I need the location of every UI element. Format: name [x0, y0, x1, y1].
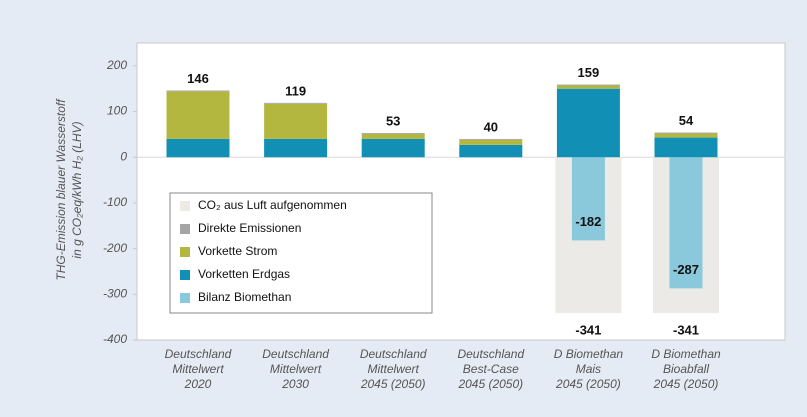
- total-label: 40: [484, 119, 498, 134]
- y-tick-label: 100: [107, 104, 127, 118]
- bar-segment: [361, 133, 425, 139]
- y-axis-label: THG-Emission blauer Wasserstoff: [54, 98, 68, 281]
- x-tick-label: Mittelwert: [172, 362, 224, 376]
- value-label: -182: [575, 214, 601, 229]
- legend-label: CO₂ aus Luft aufgenommen: [198, 198, 347, 212]
- legend-label: Vorkette Strom: [198, 244, 277, 258]
- bar-segment: [264, 102, 328, 104]
- y-tick-label: -200: [103, 241, 127, 255]
- legend-label: Vorketten Erdgas: [198, 267, 290, 281]
- legend-box: [169, 192, 433, 314]
- x-tick-label: Mittelwert: [270, 362, 322, 376]
- y-tick-label: -400: [103, 332, 127, 346]
- bar-segment: [654, 137, 718, 158]
- bar-segment: [166, 138, 230, 158]
- x-tick-label: Deutschland: [360, 347, 427, 361]
- bar-segment: [556, 85, 620, 89]
- bar-segment: [264, 103, 328, 139]
- legend: CO₂ aus Luft aufgenommen Direkte Emission…: [169, 192, 433, 314]
- bar-segment: [361, 133, 425, 134]
- total-label: 119: [285, 83, 306, 98]
- x-tick-label: 2045 (2050): [457, 377, 523, 391]
- value-label: -341: [575, 322, 601, 337]
- x-tick-label: Mittelwert: [368, 362, 420, 376]
- legend-swatch: [180, 293, 190, 303]
- bar-segment: [669, 157, 703, 289]
- x-tick-label: Deutschland: [262, 347, 329, 361]
- value-label: -341: [673, 322, 699, 337]
- bar-segment: [556, 88, 620, 158]
- bar-segment: [459, 138, 523, 140]
- x-tick-label: Deutschland: [165, 347, 232, 361]
- legend-swatch: [180, 201, 190, 211]
- x-tick-label: 2045 (2050): [653, 377, 719, 391]
- y-axis-label: in g CO₂eq/kWh H₂ (LHV): [70, 121, 84, 258]
- x-tick-label: Best-Case: [463, 362, 519, 376]
- total-label: 159: [578, 65, 600, 80]
- x-tick-label: 2030: [281, 377, 309, 391]
- total-label: 54: [679, 113, 694, 128]
- x-tick-label: Deutschland: [457, 347, 524, 361]
- x-tick-label: D Biomethan: [554, 347, 624, 361]
- value-label: -287: [673, 262, 699, 277]
- bar-segment: [361, 138, 425, 158]
- bar-segment: [654, 133, 718, 138]
- legend-swatch: [180, 247, 190, 257]
- bar-segment: [556, 84, 620, 86]
- bar-segment: [654, 132, 718, 134]
- legend-swatch: [180, 224, 190, 234]
- x-tick-label: D Biomethan: [651, 347, 721, 361]
- legend-label: Bilanz Biomethan: [198, 290, 291, 304]
- legend-swatch: [180, 270, 190, 280]
- bar-segment: [459, 144, 523, 158]
- bar-segment: [571, 157, 605, 241]
- y-tick-label: 200: [106, 58, 127, 72]
- x-tick-label: 2045 (2050): [360, 377, 426, 391]
- x-tick-label: Mais: [576, 362, 601, 376]
- y-tick-label: -100: [103, 195, 127, 209]
- total-label: 146: [187, 71, 209, 86]
- bar-segment: [166, 90, 230, 92]
- y-tick-label: -300: [103, 286, 127, 300]
- legend-label: Direkte Emissionen: [198, 221, 301, 235]
- bar-segment: [166, 91, 230, 139]
- bar-segment: [459, 139, 523, 145]
- total-label: 53: [386, 113, 400, 128]
- bar-segment: [264, 138, 328, 158]
- x-tick-label: 2020: [184, 377, 212, 391]
- y-tick-label: 0: [120, 149, 127, 163]
- x-tick-label: Bioabfall: [663, 362, 709, 376]
- x-tick-label: 2045 (2050): [555, 377, 621, 391]
